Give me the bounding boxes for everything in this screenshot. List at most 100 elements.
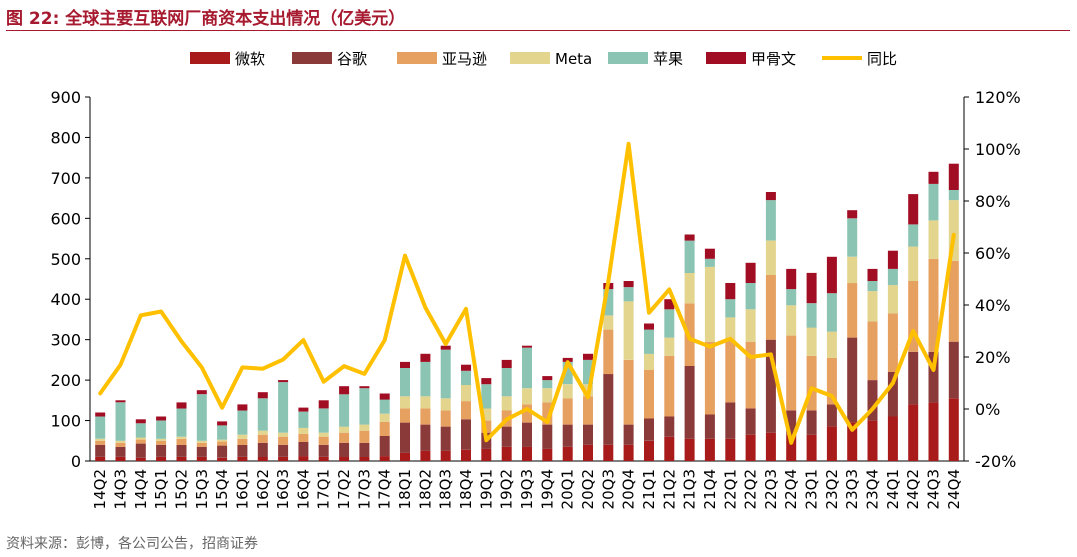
bar-segment-0 [522,446,532,461]
bar-segment-4 [867,281,878,292]
bar-segment-2 [359,430,370,443]
bar-segment-3 [664,337,675,356]
x-tick-label: 23Q4 [864,469,882,509]
x-tick-label: 20Q1 [559,469,577,509]
bar-segment-0 [339,457,350,461]
bar-segment-2 [704,341,715,415]
source-note: 资料来源：彭博，各公司公告，招商证券 [6,536,258,552]
bar-segment-3 [867,291,878,322]
bar-segment-3 [339,426,350,433]
bar-segment-2 [440,410,451,427]
x-tick-label: 14Q3 [111,469,129,509]
bar-segment-5 [684,234,695,241]
bar-segment-5 [847,210,858,219]
bar-segment-4 [217,425,228,440]
legend-label-5: 甲骨文 [751,50,796,68]
x-tick-label: 15Q4 [213,469,231,509]
legend-swatch-4 [608,52,648,64]
bar-segment-5 [440,345,451,350]
bar-segment-5 [379,393,390,400]
x-tick-label: 18Q4 [457,469,475,509]
bar-segment-3 [765,240,776,275]
bar-segment-5 [257,392,268,399]
bar-segment-0 [542,448,553,461]
bar-segment-3 [95,438,106,441]
bar-segment-5 [481,378,492,385]
bar-segment-1 [379,435,390,457]
x-tick-label: 16Q3 [274,469,292,509]
bar-segment-1 [542,424,553,449]
bar-segment-5 [664,299,675,310]
bar-segment-0 [603,444,614,461]
bar-segment-2 [420,408,431,425]
y-right-tick-label: 20% [975,348,1011,367]
bar-segment-1 [135,443,146,458]
bar-segment-4 [156,420,167,439]
bar-segment-4 [461,370,471,385]
bar-segment-0 [176,457,187,461]
bar-segment-1 [644,418,654,441]
bar-segment-2 [745,341,756,409]
bar-segment-2 [298,433,309,442]
x-tick-label: 15Q1 [152,469,170,509]
bar-segment-3 [704,266,715,342]
y-left-tick-label: 0 [71,452,81,471]
bar-segment-5 [704,248,715,259]
bar-segment-5 [501,359,512,368]
bar-segment-2 [400,408,410,423]
bar-segment-0 [196,457,207,461]
bar-segment-0 [481,448,492,461]
bar-segment-2 [664,355,675,417]
bar-segment-4 [908,224,919,247]
bar-segment-1 [115,446,126,457]
x-tick-label: 21Q2 [660,469,678,509]
bar-segment-2 [481,420,492,433]
bar-segment-2 [339,432,350,443]
bar-segment-1 [400,422,410,453]
x-tick-label: 17Q1 [315,469,333,509]
x-tick-label: 21Q4 [701,469,719,509]
bar-segment-1 [887,372,898,417]
x-tick-label: 20Q4 [620,469,638,509]
bar-segment-2 [135,439,146,444]
bar-segment-0 [644,440,654,461]
bar-segment-1 [339,442,350,457]
legend-label-6: 同比 [867,50,897,68]
bar-segment-5 [583,353,593,360]
bar-segment-4 [847,218,858,257]
bar-segment-0 [237,457,248,461]
bar-segment-2 [278,436,289,445]
x-tick-label: 24Q3 [925,469,943,509]
bar-segment-1 [278,444,289,457]
legend-label-0: 微软 [235,50,265,68]
bar-segment-0 [765,432,776,461]
bar-segment-0 [278,457,289,461]
bar-segment-5 [359,386,370,389]
bar-segment-0 [440,450,451,461]
bar-segment-5 [115,400,126,403]
bar-segment-3 [603,315,614,330]
x-tick-label: 21Q1 [640,469,658,509]
y-left-tick-label: 500 [50,250,81,269]
x-tick-label: 22Q3 [762,469,780,509]
bar-segment-2 [765,275,776,340]
bar-segment-4 [339,394,350,427]
bar-segment-2 [867,321,878,381]
x-tick-label: 21Q3 [681,469,699,509]
bar-segment-2 [583,396,593,425]
y-right-tick-label: 120% [975,88,1021,107]
bar-segment-2 [176,438,187,445]
bar-segment-3 [217,439,228,442]
x-tick-label: 15Q2 [172,469,190,509]
figure-title: 图 22: 全球主要互联网厂商资本支出情况（亿美元） [6,9,406,29]
bar-segment-3 [725,317,736,340]
y-left-tick-label: 600 [50,209,81,228]
bar-segment-1 [257,442,268,457]
bar-segment-1 [156,444,167,457]
bar-segment-4 [115,402,126,441]
y-right-tick-label: 100% [975,140,1021,159]
bar-segment-3 [237,434,248,439]
bar-segment-5 [196,390,207,395]
bar-segment-3 [135,437,146,440]
bar-segment-2 [379,421,390,436]
